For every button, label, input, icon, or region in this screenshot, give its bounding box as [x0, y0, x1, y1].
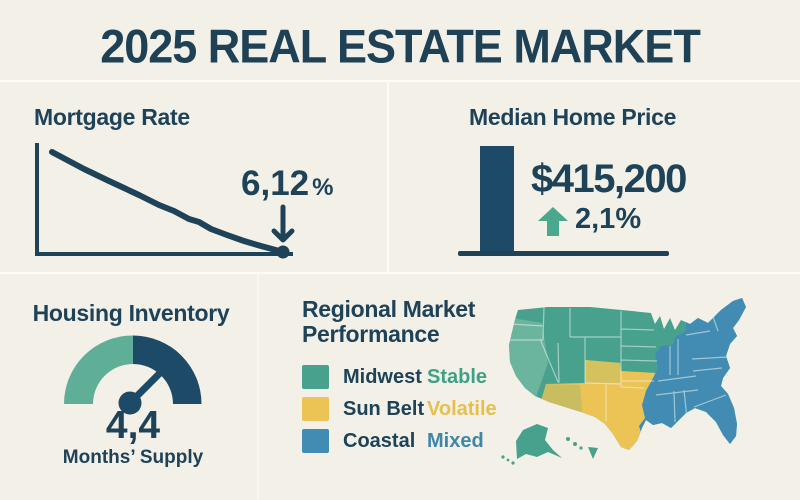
price-baseline — [458, 251, 669, 256]
trend-line — [49, 149, 286, 255]
divider-horizontal-middle — [0, 272, 800, 274]
inventory-unit-label: Months’ Supply — [62, 447, 204, 468]
divider-vertical-top-row — [387, 82, 389, 272]
legend-item-midwest: Midwest Stable — [302, 364, 487, 390]
legend-status: Mixed — [427, 429, 484, 452]
legend-swatch-sunbelt — [302, 397, 329, 421]
map-state-colorado — [585, 360, 620, 383]
mortgage-rate-number: 6,12 — [241, 164, 310, 203]
arrow-up-icon — [538, 207, 568, 236]
legend-item-sunbelt: Sun Belt Volatile — [302, 396, 497, 422]
map-aleutian-island — [501, 455, 505, 459]
legend-swatch-midwest — [302, 365, 329, 389]
legend-status: Volatile — [427, 397, 497, 420]
median-price-panel-title: Median Home Price — [469, 104, 677, 130]
map-hawaii-big-island — [588, 447, 598, 459]
legend-status: Stable — [427, 365, 488, 388]
inventory-gauge — [64, 335, 202, 415]
map-hawaii-island — [573, 442, 577, 446]
inventory-value: 4,4 — [105, 404, 161, 447]
legend-item-coastal: Coastal Mixed — [302, 428, 484, 454]
regional-title-line2: Performance — [302, 321, 440, 347]
map-hawaii-island — [579, 446, 583, 450]
price-bar — [480, 146, 514, 253]
chart-axes — [35, 143, 293, 256]
gauge-segment-green — [64, 335, 133, 404]
divider-vertical-bottom-row — [257, 274, 259, 500]
map-region-coastal — [636, 298, 746, 450]
mortgage-line-chart — [35, 143, 295, 259]
map-region-sunbelt — [541, 360, 656, 450]
page-title: 2025 REAL ESTATE MARKET — [100, 19, 701, 74]
legend-label: Midwest — [343, 365, 422, 388]
arrow-down-icon — [271, 204, 295, 243]
map-aleutian-island — [506, 458, 510, 462]
legend-swatch-coastal — [302, 429, 329, 453]
divider-horizontal-top — [0, 80, 800, 82]
map-state-arizona — [540, 384, 583, 417]
mortgage-rate-value: 6,12 % — [241, 166, 333, 201]
regional-title-line1: Regional Market — [302, 296, 476, 322]
median-price-value: $415,200 — [531, 157, 687, 201]
map-hawaii-island — [566, 437, 570, 441]
map-state-borders — [509, 306, 728, 423]
regional-panel-title: Regional Market Performance — [302, 297, 475, 347]
map-alaska — [516, 424, 562, 459]
trend-endpoint-dot — [276, 245, 290, 259]
gauge-hub — [118, 391, 142, 415]
mortgage-rate-unit: % — [312, 174, 334, 201]
median-price-change: 2,1% — [575, 203, 642, 235]
inventory-panel-title: Housing Inventory — [32, 300, 230, 326]
us-map — [501, 298, 746, 465]
map-aleutian-island — [511, 461, 515, 465]
legend-label: Coastal — [343, 429, 416, 452]
legend-label: Sun Belt — [343, 397, 425, 420]
mortgage-panel-title: Mortgage Rate — [34, 104, 190, 130]
